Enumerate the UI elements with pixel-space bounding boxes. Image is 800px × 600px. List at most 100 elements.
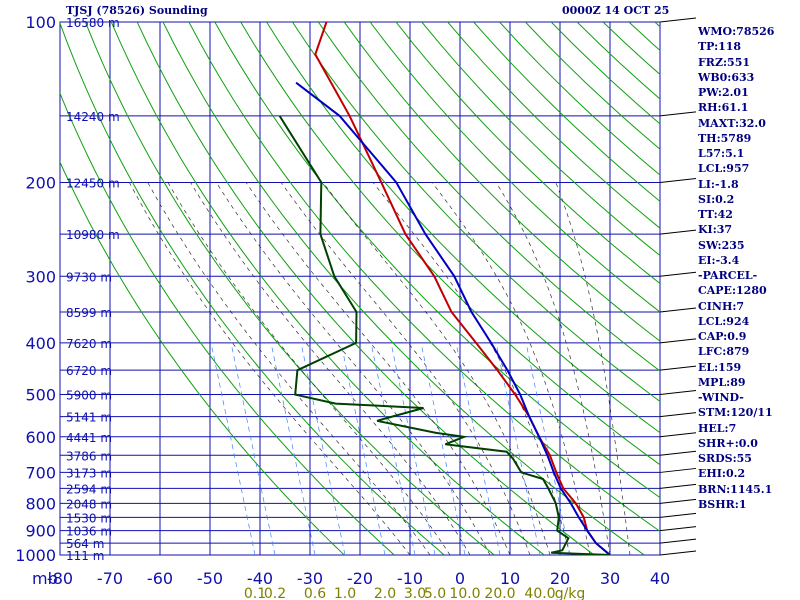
- dry-adiabat-line: [369, 22, 660, 313]
- pressure-tick-label: 1000: [15, 546, 56, 565]
- height-label: 3786 m: [66, 449, 112, 463]
- height-label: 9730 m: [66, 270, 112, 284]
- moist-adiabat-line: [372, 182, 571, 555]
- height-label: 2048 m: [66, 497, 112, 511]
- dry-adiabat-line: [162, 22, 645, 555]
- y-axis-unit-label: mb: [32, 569, 58, 588]
- mixing-ratio-line: [300, 342, 346, 555]
- index-item: STM:120/11: [698, 406, 773, 420]
- index-item: CAP:0.9: [698, 330, 747, 343]
- wind-barb: [659, 177, 697, 183]
- mixing-ratio-line: [270, 342, 316, 555]
- dry-adiabats: [60, 22, 660, 555]
- mixing-ratio-line: [495, 342, 541, 555]
- height-label: 14240 m: [66, 110, 120, 124]
- pressure-tick-label: 600: [25, 428, 56, 447]
- dry-adiabat-line: [317, 22, 660, 372]
- height-label: 8599 m: [66, 306, 112, 320]
- wind-barb: [659, 467, 697, 473]
- moist-adiabat-line: [555, 182, 631, 555]
- temp-tick-label: 30: [600, 569, 620, 588]
- wind-barb: [659, 526, 697, 532]
- temperature-trace: [314, 22, 611, 555]
- dry-adiabat-line: [240, 22, 660, 466]
- index-item: HEL:7: [698, 421, 737, 435]
- mixing-ratio-label: 3.0: [404, 586, 426, 600]
- index-item: MAXT:32.0: [698, 116, 766, 130]
- temp-tick-label: -10: [397, 569, 423, 588]
- index-item: SRDS:55: [698, 452, 752, 465]
- mixing-ratio-line: [525, 342, 571, 555]
- mixing-ratio-line: [340, 342, 386, 555]
- mixing-ratio-label: 0.2: [264, 586, 286, 600]
- dry-adiabat-line: [421, 22, 660, 257]
- temp-tick-label: -50: [197, 569, 223, 588]
- dry-adiabat-line: [188, 22, 660, 532]
- dry-adiabat-line: [291, 22, 660, 403]
- index-item: WB0:633: [698, 70, 755, 84]
- pressure-tick-label: 800: [25, 494, 56, 513]
- temp-tick-label: -80: [47, 569, 73, 588]
- wind-barb: [659, 450, 697, 456]
- wind-barb: [659, 512, 697, 518]
- mixing-ratio-label: 2.0: [374, 586, 396, 600]
- height-label: 2594 m: [66, 482, 112, 496]
- mixing-ratio-label: 20.0: [484, 586, 515, 600]
- dry-adiabat-line: [60, 160, 345, 555]
- dry-adiabat-line: [343, 22, 660, 342]
- height-label: 6720 m: [66, 364, 112, 378]
- wind-barbs: [659, 17, 697, 556]
- dry-adiabat-line: [84, 22, 495, 555]
- moist-adiabat-line: [245, 182, 511, 555]
- temp-tick-label: -70: [97, 569, 123, 588]
- parcel-trace: [295, 81, 611, 555]
- height-label: 1036 m: [66, 525, 112, 539]
- dry-adiabat-line: [110, 22, 545, 555]
- pressure-tick-label: 300: [25, 267, 56, 286]
- height-label: 5141 m: [66, 411, 112, 425]
- pressure-tick-label: 100: [25, 13, 56, 32]
- height-label: 7620 m: [66, 337, 112, 351]
- moist-adiabat-line: [495, 182, 611, 555]
- index-item: LCL:957: [698, 162, 750, 176]
- height-label: 1530 m: [66, 511, 112, 525]
- moist-adiabat-line: [280, 182, 531, 555]
- index-item: BSHR:1: [698, 497, 747, 511]
- wind-barb: [659, 17, 697, 23]
- mixing-ratio-label: 40.0: [524, 586, 555, 600]
- mixing-ratio-label: 5.0: [424, 586, 446, 600]
- temp-tick-label: 20: [550, 569, 570, 588]
- index-item: LI:-1.8: [698, 177, 739, 191]
- moist-adiabat-line: [190, 182, 471, 555]
- height-label: 111 m: [66, 549, 104, 563]
- mixing-ratio-line: [230, 342, 276, 555]
- height-label: 564 m: [66, 537, 104, 551]
- mixing-ratio-line: [390, 342, 436, 555]
- wind-barb: [659, 483, 697, 489]
- index-item: WMO:78526: [698, 25, 775, 38]
- dry-adiabat-line: [60, 91, 395, 555]
- wind-barb: [659, 229, 697, 235]
- moist-adiabat-line: [128, 182, 411, 555]
- indices-panel: WMO:78526 TP:118 FRZ:551 WB0:633 PW:2.01 RH:6…: [698, 24, 798, 512]
- temp-tick-label: 10: [500, 569, 520, 588]
- dry-adiabat-line: [395, 22, 660, 285]
- pressure-tick-label: 500: [25, 386, 56, 405]
- moist-adiabat-line: [216, 182, 491, 555]
- height-label: 12450 m: [66, 176, 120, 190]
- temp-tick-label: 40: [650, 569, 670, 588]
- index-item: EI:-3.4: [698, 253, 740, 267]
- sounding-time: 0000Z 14 OCT 25: [562, 4, 670, 17]
- moist-adiabat-line: [147, 182, 431, 555]
- index-item: TP:118: [698, 40, 742, 54]
- height-label: 3173 m: [66, 466, 112, 480]
- wind-barb: [659, 432, 697, 438]
- index-item: LCL:924: [698, 314, 750, 328]
- dry-adiabat-line: [136, 22, 595, 555]
- mixing-ratio-line: [210, 342, 256, 555]
- pressure-tick-label: 900: [25, 522, 56, 541]
- temp-tick-label: -20: [347, 569, 373, 588]
- mixing-ratio-label: 1.0: [334, 586, 356, 600]
